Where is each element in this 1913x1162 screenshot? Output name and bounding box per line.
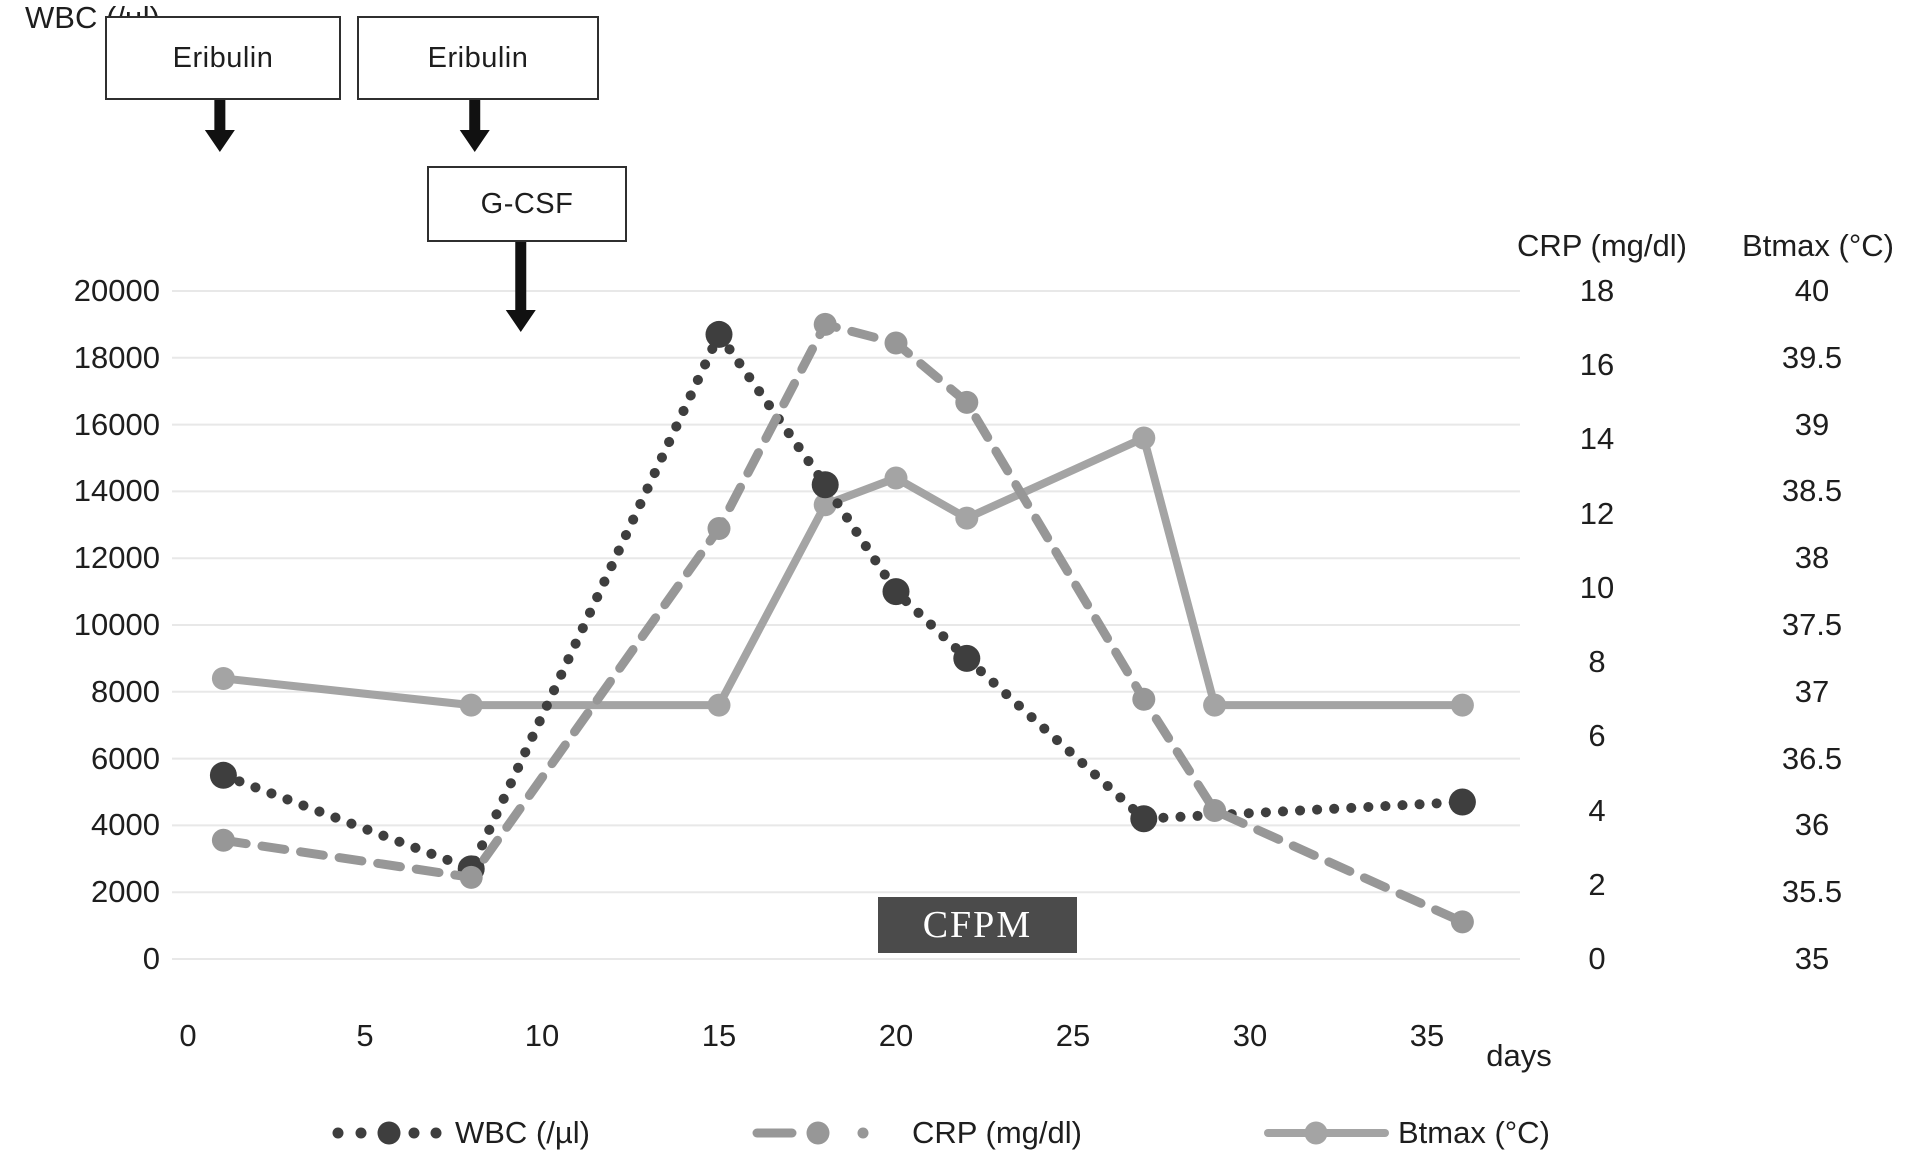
data-point-marker (705, 320, 733, 348)
day-tick-label: 25 (1055, 1018, 1091, 1053)
data-point-marker (884, 466, 908, 490)
wbc-tick-label: 18000 (73, 339, 160, 375)
legend-label-crp: CRP (mg/dl) (912, 1115, 1082, 1150)
day-tick-label: 15 (701, 1018, 737, 1053)
wbc-tick-label: 12000 (73, 540, 160, 576)
crp-tick-label: 2 (1588, 866, 1606, 902)
crp-tick-label: 4 (1588, 792, 1606, 828)
crp-axis-title: CRP (mg/dl) (1517, 228, 1687, 263)
legend-btmax-marker-icon (1304, 1121, 1328, 1145)
cfpm-treatment-bar: CFPM (878, 897, 1077, 953)
btmax-tick-label: 38 (1794, 540, 1830, 576)
data-point-marker (813, 312, 837, 336)
wbc-tick-label: 8000 (91, 673, 160, 709)
data-point-marker (707, 517, 731, 541)
data-point-marker (1132, 687, 1156, 711)
btmax-tick-label: 36.5 (1781, 740, 1843, 776)
eribulin-box-2: Eribulin (357, 16, 599, 100)
crp-tick-label: 0 (1588, 941, 1606, 976)
legend-wbc-marker-icon (355, 1127, 367, 1139)
data-point-marker (211, 666, 235, 690)
btmax-tick-label: 37.5 (1781, 607, 1843, 642)
wbc-tick-label: 14000 (73, 473, 160, 509)
data-point-marker (209, 761, 237, 789)
wbc-tick-label: 20000 (73, 273, 160, 308)
data-point-marker (955, 390, 979, 414)
eribulin-arrow-2-icon (459, 96, 490, 152)
crp-tick-label: 12 (1579, 495, 1615, 531)
wbc-tick-label: 2000 (91, 874, 160, 910)
legend-crp-marker-icon (806, 1121, 830, 1145)
day-tick-label: 0 (179, 1018, 197, 1053)
gcsf-box: G-CSF (427, 166, 627, 242)
data-point-marker (1450, 910, 1474, 934)
btmax-axis-title: Btmax (°C) (1742, 228, 1894, 263)
legend-wbc-marker-icon (430, 1127, 442, 1139)
btmax-tick-label: 35 (1794, 941, 1830, 976)
eribulin-box-2-label: Eribulin (427, 41, 529, 74)
data-point-marker (955, 506, 979, 530)
day-tick-label: 30 (1232, 1018, 1268, 1053)
wbc-tick-label: 4000 (91, 807, 160, 843)
wbc-tick-label: 6000 (91, 740, 160, 776)
eribulin-box-1-label: Eribulin (172, 41, 274, 74)
wbc-tick-label: 0 (142, 941, 160, 976)
data-point-marker (459, 865, 483, 889)
legend-label-btmax: Btmax (°C) (1398, 1115, 1550, 1150)
data-point-marker (884, 331, 908, 355)
data-point-marker (882, 578, 910, 606)
data-point-marker (1132, 426, 1156, 450)
btmax-tick-label: 39.5 (1781, 339, 1843, 375)
data-point-marker (459, 693, 483, 717)
data-point-marker (813, 493, 837, 517)
legend-wbc-marker-icon (408, 1127, 420, 1139)
crp-tick-label: 18 (1579, 273, 1615, 308)
data-point-marker (211, 828, 235, 852)
day-tick-label: 5 (356, 1018, 374, 1053)
data-point-marker (1203, 799, 1227, 823)
legend-label-wbc: WBC (/µl) (455, 1115, 590, 1150)
gcsf-arrow-icon (505, 238, 536, 332)
eribulin-box-1: Eribulin (105, 16, 341, 100)
cfpm-label: CFPM (922, 904, 1033, 946)
legend-wbc-marker-icon (377, 1121, 401, 1145)
data-point-marker (811, 471, 839, 499)
crp-tick-label: 8 (1588, 644, 1606, 680)
data-point-marker (1450, 693, 1474, 717)
btmax-tick-label: 36 (1794, 807, 1830, 843)
gcsf-box-label: G-CSF (480, 187, 574, 220)
crp-tick-label: 14 (1579, 421, 1615, 457)
btmax-tick-label: 40 (1794, 273, 1830, 308)
crp-tick-label: 10 (1579, 569, 1615, 605)
day-tick-label: 35 (1409, 1018, 1445, 1053)
day-tick-label: 10 (524, 1018, 560, 1053)
legend-wbc-marker-icon (332, 1127, 344, 1139)
series-line-dashed (218, 319, 1467, 927)
eribulin-arrow-1-icon (204, 96, 235, 152)
day-tick-label: 20 (878, 1018, 914, 1053)
btmax-tick-label: 38.5 (1781, 473, 1843, 509)
series-line-dotted (218, 329, 1468, 874)
crp-tick-label: 6 (1588, 718, 1606, 754)
btmax-tick-label: 35.5 (1781, 874, 1843, 910)
wbc-tick-label: 16000 (73, 406, 160, 442)
data-point-marker (1448, 788, 1476, 816)
data-point-marker (707, 693, 731, 717)
crp-tick-label: 16 (1579, 347, 1615, 383)
btmax-tick-label: 39 (1794, 406, 1830, 442)
data-point-marker (953, 644, 981, 672)
legend-crp-dot-icon (857, 1127, 869, 1139)
data-point-marker (1203, 693, 1227, 717)
series-line-solid (219, 433, 1467, 710)
x-axis-title: days (1486, 1038, 1552, 1073)
wbc-tick-label: 10000 (73, 607, 160, 642)
btmax-tick-label: 37 (1794, 673, 1830, 709)
data-point-marker (1130, 805, 1158, 833)
